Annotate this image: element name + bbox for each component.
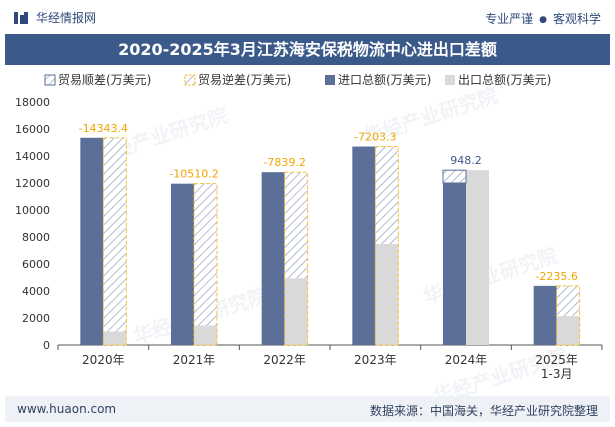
balance-label: -2235.6 bbox=[535, 270, 577, 283]
y-tick-label: 0 bbox=[43, 339, 50, 352]
y-tick-label: 14000 bbox=[15, 150, 50, 163]
import-bar bbox=[171, 183, 194, 345]
legend-swatch-deficit bbox=[184, 74, 196, 86]
y-tick-label: 10000 bbox=[15, 204, 50, 217]
y-tick-label: 2000 bbox=[22, 312, 50, 325]
x-tick-label: 2025年 bbox=[535, 353, 578, 367]
footer: www.huaon.com 数据来源：中国海关，华经产业研究院整理 bbox=[5, 396, 610, 422]
balance-label: -7203.3 bbox=[354, 131, 396, 144]
y-tick-label: 16000 bbox=[15, 123, 50, 136]
chart-area: 贸易顺差(万美元) 贸易逆差(万美元) 进口总额(万美元) 出口总额(万美元) 0 20… bbox=[15, 72, 603, 381]
legend-swatch-surplus bbox=[44, 74, 56, 86]
footer-source: 数据来源：中国海关，华经产业研究院整理 bbox=[369, 404, 598, 418]
legend-label: 贸易逆差(万美元) bbox=[198, 72, 291, 87]
legend-label: 进口总额(万美元) bbox=[338, 73, 431, 87]
deficit-box bbox=[374, 146, 399, 346]
import-bar bbox=[352, 146, 376, 345]
export-bar bbox=[466, 170, 489, 345]
balance-label: -10510.2 bbox=[169, 168, 218, 181]
deficit-hatch bbox=[103, 137, 127, 332]
import-bar bbox=[443, 183, 466, 345]
logo-icon bbox=[14, 11, 28, 25]
deficit-hatch bbox=[284, 172, 308, 279]
x-tick-label: 2020年 bbox=[82, 353, 125, 367]
export-bar bbox=[194, 325, 217, 345]
deficit-box bbox=[284, 171, 309, 346]
y-tick-label: 8000 bbox=[22, 231, 50, 244]
top-bar: 华经情报网 专业严谨 ● 客观科学 bbox=[0, 0, 615, 34]
deficit-box bbox=[102, 137, 127, 346]
balance-label: -7839.2 bbox=[263, 156, 305, 169]
y-tick-label: 6000 bbox=[22, 258, 50, 271]
x-tick-label: 1-3月 bbox=[541, 367, 573, 381]
legend-swatch-exports bbox=[445, 75, 455, 85]
legend-swatch-imports bbox=[325, 75, 335, 85]
x-tick-label: 2021年 bbox=[173, 353, 216, 367]
tagline: 专业严谨 ● 客观科学 bbox=[485, 10, 601, 27]
y-tick-label: 4000 bbox=[22, 285, 50, 298]
deficit-box bbox=[556, 285, 581, 346]
deficit-box bbox=[193, 183, 218, 346]
y-tick-label: 18000 bbox=[15, 96, 50, 109]
deficit-hatch bbox=[556, 285, 580, 317]
import-bar bbox=[261, 172, 285, 345]
legend-label: 贸易顺差(万美元) bbox=[58, 73, 151, 87]
slogan-right: 客观科学 bbox=[552, 12, 601, 26]
balance-label: -14343.4 bbox=[79, 122, 128, 135]
x-tick-label: 2023年 bbox=[354, 353, 397, 367]
import-bar bbox=[533, 285, 557, 345]
y-tick-label: 12000 bbox=[15, 177, 50, 190]
deficit-hatch bbox=[375, 146, 399, 245]
deficit-hatch bbox=[194, 183, 217, 326]
title-bar: 2020-2025年3月江苏海安保税物流中心进出口差额 bbox=[5, 34, 610, 65]
export-bar bbox=[556, 316, 580, 345]
balance-label: 948.2 bbox=[450, 154, 482, 167]
x-tick-label: 2022年 bbox=[263, 353, 306, 367]
surplus-box bbox=[442, 169, 467, 184]
footer-website: www.huaon.com bbox=[17, 402, 117, 416]
import-bar bbox=[80, 137, 104, 345]
export-bar bbox=[103, 331, 127, 345]
legend-label: 出口总额(万美元) bbox=[458, 73, 551, 87]
x-tick-label: 2024年 bbox=[445, 353, 488, 367]
brand-name: 华经情报网 bbox=[36, 11, 97, 25]
export-bar bbox=[375, 244, 399, 345]
export-bar bbox=[284, 278, 308, 345]
slogan-left: 专业严谨 bbox=[485, 12, 534, 26]
slogan-separator: ● bbox=[539, 15, 547, 25]
chart-title: 2020-2025年3月江苏海安保税物流中心进出口差额 bbox=[118, 40, 497, 59]
brand: 华经情报网 bbox=[14, 9, 96, 26]
